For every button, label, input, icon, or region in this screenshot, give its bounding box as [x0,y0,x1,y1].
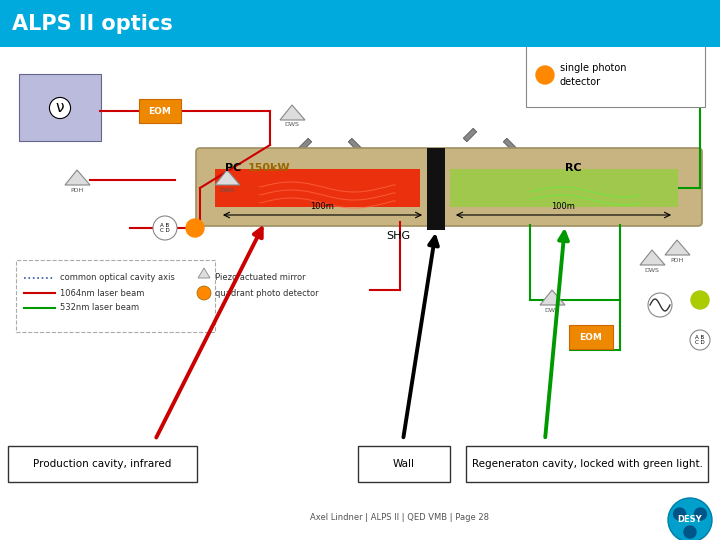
Text: single photon
detector: single photon detector [560,63,626,86]
Text: DWS: DWS [644,268,660,273]
Circle shape [186,219,204,237]
Text: Regeneraton cavity, locked with green light.: Regeneraton cavity, locked with green li… [472,459,703,469]
Circle shape [684,526,696,538]
Bar [446,173,452,203]
Text: EOM: EOM [580,333,603,341]
Bar [253,193,266,207]
Text: ν: ν [55,100,64,116]
Polygon shape [215,170,240,185]
Polygon shape [640,250,665,265]
Bar [215,169,420,207]
Bar [548,150,562,161]
FancyBboxPatch shape [526,41,705,107]
Text: 150kW: 150kW [248,163,291,173]
Text: RC: RC [565,163,582,173]
Text: 100m: 100m [310,202,334,211]
FancyBboxPatch shape [16,260,215,332]
Text: PDH: PDH [670,258,683,263]
Polygon shape [198,268,210,278]
Bar [212,173,218,203]
Text: DWS: DWS [284,122,300,127]
Text: DESY: DESY [678,516,702,524]
Bar [463,129,477,141]
Circle shape [197,286,211,300]
Text: common optical cavity axis: common optical cavity axis [60,273,175,282]
Text: A B
C D: A B C D [695,335,705,346]
FancyBboxPatch shape [196,148,702,226]
Polygon shape [65,170,90,185]
Text: DWS: DWS [220,188,235,193]
Text: quadrant photo detector: quadrant photo detector [215,288,319,298]
Text: Wall: Wall [393,459,415,469]
Circle shape [153,216,177,240]
Circle shape [674,508,685,520]
Circle shape [690,330,710,350]
FancyBboxPatch shape [569,325,613,349]
Bar [0,0,720,47]
Bar [421,173,427,203]
FancyBboxPatch shape [466,446,708,482]
FancyBboxPatch shape [139,99,181,123]
Bar [676,173,682,203]
Bar [298,138,312,152]
Text: PDH: PDH [71,188,84,193]
Text: EOM: EOM [148,106,171,116]
Text: SHG: SHG [386,231,410,241]
Circle shape [536,66,554,84]
Circle shape [694,508,706,520]
Text: ALPS II optics: ALPS II optics [12,14,173,33]
Circle shape [691,291,709,309]
FancyBboxPatch shape [358,446,450,482]
Polygon shape [665,240,690,255]
Text: 100m: 100m [552,202,575,211]
Text: DWS: DWS [544,308,559,313]
Bar [503,138,517,152]
Bar [450,169,678,207]
Polygon shape [280,105,305,120]
Circle shape [668,498,712,540]
FancyBboxPatch shape [19,74,101,141]
Text: Piezo actuated mirror: Piezo actuated mirror [215,273,305,282]
Text: Production cavity, infrared: Production cavity, infrared [33,459,171,469]
Bar [427,148,445,230]
Text: PC: PC [225,163,241,173]
Text: 1064nm laser beam: 1064nm laser beam [60,288,145,298]
Circle shape [648,293,672,317]
Text: 532nm laser beam: 532nm laser beam [60,303,139,313]
Bar [348,138,361,152]
FancyBboxPatch shape [8,446,197,482]
Polygon shape [540,290,565,305]
Text: A B
C D: A B C D [160,222,170,233]
Text: Axel Lindner | ALPS II | QED VMB | Page 28: Axel Lindner | ALPS II | QED VMB | Page … [310,514,490,523]
